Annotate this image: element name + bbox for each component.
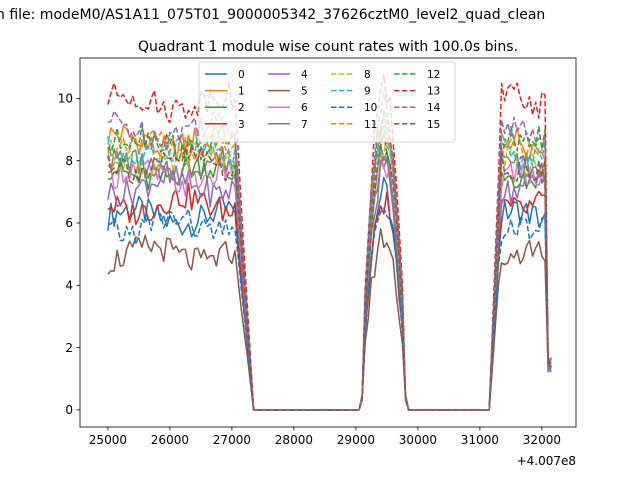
x-tick-label: 31000: [461, 433, 499, 447]
x-offset-label: +4.007e8: [517, 454, 576, 468]
y-tick-label: 2: [65, 341, 73, 355]
series-line-15: [107, 132, 552, 411]
legend-label-14: 14: [427, 102, 441, 114]
figure-suptitle: n file: modeM0/AS1A11_075T01_9000005342_…: [0, 7, 545, 23]
legend-box: [198, 61, 456, 143]
x-tick-label: 29000: [337, 433, 375, 447]
y-tick-label: 10: [58, 92, 73, 106]
legend-label-6: 6: [301, 102, 308, 114]
legend-label-11: 11: [364, 119, 377, 131]
legend-label-2: 2: [238, 102, 245, 114]
legend-label-3: 3: [238, 119, 245, 131]
x-tick-label: 26000: [151, 433, 189, 447]
legend-label-7: 7: [301, 119, 308, 131]
legend-label-8: 8: [364, 69, 371, 81]
chart-title: Quadrant 1 module wise count rates with …: [138, 39, 518, 55]
legend-label-1: 1: [238, 86, 245, 98]
axes-frame: [79, 57, 577, 428]
y-tick-label: 4: [65, 279, 73, 293]
legend-label-0: 0: [238, 69, 245, 81]
x-tick-label: 27000: [213, 433, 251, 447]
legend-label-15: 15: [427, 119, 440, 131]
plot-area: 25000 26000 27000 28000 29000 30000 31000 32000…: [58, 57, 577, 447]
legend-label-13: 13: [427, 86, 440, 98]
legend-label-5: 5: [301, 86, 308, 98]
x-tick-label: 25000: [89, 433, 127, 447]
y-tick-label: 8: [65, 154, 73, 168]
legend-label-10: 10: [364, 102, 377, 114]
legend-label-12: 12: [427, 69, 440, 81]
legend-label-9: 9: [364, 86, 371, 98]
x-tick-label: 30000: [399, 433, 437, 447]
legend-label-4: 4: [301, 69, 308, 81]
y-tick-label: 6: [65, 216, 73, 230]
x-tick-label: 32000: [523, 433, 561, 447]
y-tick-label: 0: [65, 403, 73, 417]
x-tick-label: 28000: [275, 433, 313, 447]
